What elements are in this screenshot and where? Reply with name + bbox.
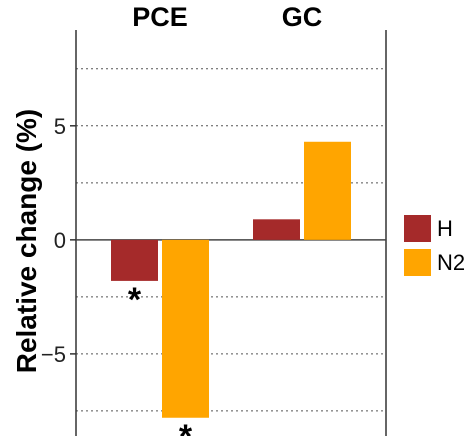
bar-pce-h xyxy=(111,239,158,281)
legend: H N2 xyxy=(404,215,465,276)
bar-gc-n2 xyxy=(304,141,351,240)
bars xyxy=(111,141,351,418)
significance-marks: ** xyxy=(128,281,193,436)
grid-lines xyxy=(76,68,386,412)
legend-swatch-h xyxy=(404,215,431,242)
facet-title-pce: PCE xyxy=(132,2,188,32)
y-tick-label: 5 xyxy=(54,114,66,139)
bar-gc-h xyxy=(253,219,300,240)
facet-title-gc: GC xyxy=(282,2,323,32)
legend-label-n2: N2 xyxy=(437,250,465,275)
y-tick-label: −5 xyxy=(41,342,66,367)
legend-swatch-n2 xyxy=(404,249,431,276)
significance-star: * xyxy=(179,418,193,436)
y-tick-labels: −5 0 5 xyxy=(41,114,66,367)
y-tick-label: 0 xyxy=(54,228,66,253)
bar-pce-n2 xyxy=(162,239,209,418)
legend-label-h: H xyxy=(437,216,453,241)
facet-titles: PCE GC xyxy=(132,2,322,32)
y-axis-label: Relative change (%) xyxy=(11,109,42,374)
significance-star: * xyxy=(128,281,142,319)
